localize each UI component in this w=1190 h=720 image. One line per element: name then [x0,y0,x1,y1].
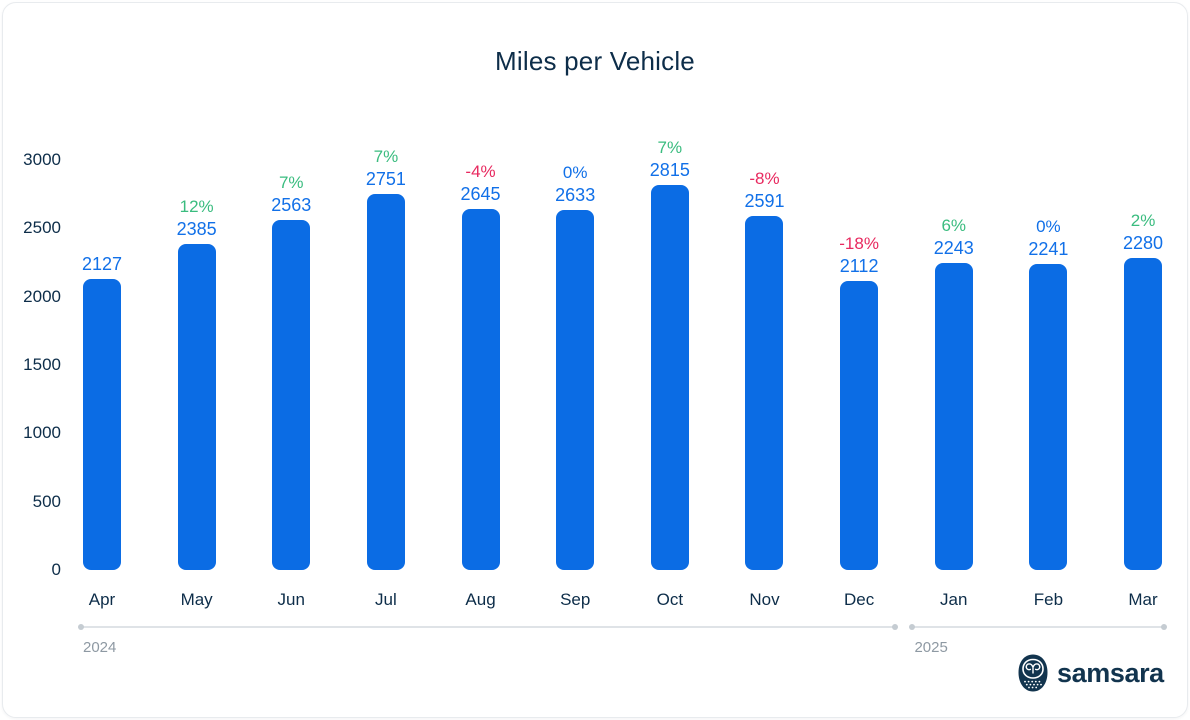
year-timeline-2025 [912,626,1165,628]
year-label-2025: 2025 [914,639,948,656]
bar-value-label: 2751 [365,169,406,189]
bar-jul[interactable] [366,194,405,570]
x-axis-label-apr: Apr [88,590,116,609]
x-axis-label-oct: Oct [656,590,684,609]
bar-value-label: 2112 [839,256,879,276]
pct-change-label: -8% [749,169,780,188]
pct-change-label: 7% [278,173,304,192]
y-axis-tick-label: 0 [51,560,61,579]
pct-change-label: 12% [179,197,214,216]
x-axis-label-feb: Feb [1033,590,1064,609]
bar-labels-jun: 7% 2563 [236,172,346,216]
bar-value-label: 2633 [555,185,596,205]
bar-labels-dec: -18% 2112 [804,233,914,277]
chart-title: Miles per Vehicle [495,46,695,76]
bar-sep[interactable] [556,210,595,570]
pct-change-label: -18% [839,234,879,253]
pct-change-label: 0% [562,163,588,182]
bar-feb[interactable] [1029,264,1068,570]
x-axis-label-aug: Aug [465,590,496,609]
samsara-owl-icon [1018,654,1048,692]
bar-apr[interactable] [83,279,121,570]
year-timeline-2024 [81,626,896,628]
x-axis-label-nov: Nov [749,590,780,609]
y-axis-tick-label: 2500 [23,218,61,238]
bar-value-label: 2815 [649,160,690,180]
y-axis-tick-label: 1500 [23,355,61,374]
timeline-dot [892,624,899,630]
bar-dec[interactable] [840,281,879,570]
x-axis-label-may: May [180,590,213,609]
pct-change-label: 0% [1036,217,1061,236]
bar-jun[interactable] [272,220,311,570]
bar-labels-may: 12% 2385 [142,196,252,240]
x-axis-label-mar: Mar [1128,590,1158,609]
samsara-wordmark: samsara [1057,657,1164,688]
pct-change-label: -4% [465,162,496,181]
timeline-dot [78,624,84,630]
bar-value-label: 2127 [81,254,123,274]
bar-value-label: 2280 [1123,233,1164,253]
pct-change-label: 7% [373,147,399,166]
samsara-logo: samsara [1016,653,1164,693]
bar-value-label: 2591 [744,191,785,211]
timeline-dot [1161,624,1168,630]
bar-jan[interactable] [934,263,973,570]
x-axis-label-dec: Dec [843,590,875,609]
bar-labels-feb: 0% 2241 [993,216,1103,260]
bar-labels-jul: 7% 2751 [331,146,441,190]
bar-aug[interactable] [461,209,500,570]
bar-labels-apr: 2127 [47,253,157,275]
x-axis-label-jun: Jun [277,590,305,609]
y-axis-tick-label: 500 [32,491,61,511]
bar-nov[interactable] [745,216,784,570]
y-axis-tick-label: 2000 [23,286,61,306]
bar-value-label: 2563 [271,195,312,215]
x-axis-label-jan: Jan [940,590,968,609]
bar-oct[interactable] [650,185,689,570]
x-axis-label-sep: Sep [560,590,591,609]
bar-may[interactable] [177,244,216,570]
pct-change-label: 6% [941,216,967,235]
bar-labels-jan: 6% 2243 [899,215,1009,259]
bar-labels-sep: 0% 2633 [520,162,630,206]
x-axis-label-jul: Jul [375,590,397,609]
bar-mar[interactable] [1124,258,1163,570]
pct-change-label: 2% [1130,211,1156,230]
bar-value-label: 2241 [1028,239,1069,259]
y-axis-tick-label: 3000 [23,150,61,169]
bar-labels-aug: -4% 2645 [426,161,536,205]
bar-value-label: 2243 [933,238,974,258]
bar-labels-nov: -8% 2591 [709,168,819,212]
year-label-2024: 2024 [83,639,117,656]
bar-value-label: 2645 [460,184,501,204]
bar-labels-oct: 7% 2815 [615,137,725,181]
timeline-dot [909,624,916,630]
bar-labels-mar: 2% 2280 [1088,210,1190,254]
bar-value-label: 2385 [176,219,217,239]
pct-change-label: 7% [657,138,683,157]
y-axis-tick-label: 1000 [23,423,61,443]
bar-chart: 0 500 1000 1500 2000 2500 3000 2127 Apr 12% 2385 Ma… [3,3,1189,719]
